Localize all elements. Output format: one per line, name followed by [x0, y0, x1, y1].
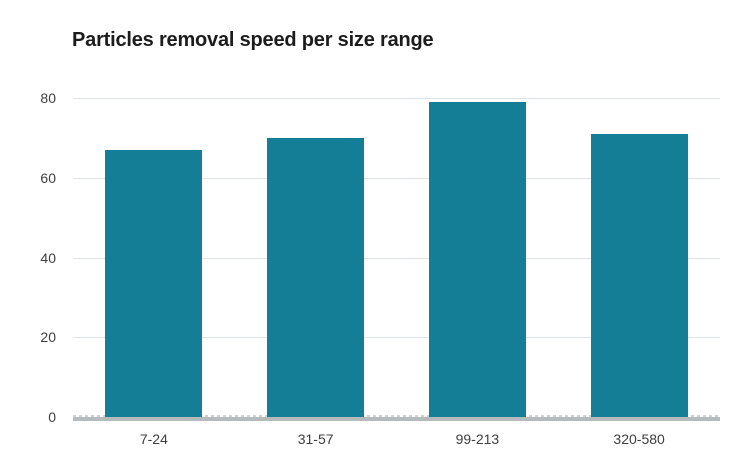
x-axis-tick-label: 99-213: [455, 431, 500, 447]
y-axis-tick-label: 80: [40, 90, 56, 106]
x-axis-tick-label: 31-57: [297, 431, 334, 447]
bar-320-580: [590, 133, 688, 417]
bar-31-57: [267, 137, 365, 417]
y-axis-tick-label: 40: [40, 249, 56, 266]
plot-area: 0 20 40 60 80 7-24 31-57 99-213 320-580: [40, 90, 720, 447]
x-axis-line: [73, 417, 720, 421]
zero-baseline-dashed: [73, 415, 720, 417]
y-axis-tick-label: 20: [40, 329, 56, 346]
y-axis-tick-label: 0: [48, 409, 56, 425]
x-axis-tick-label: 7-24: [139, 431, 168, 447]
bar-7-24: [105, 149, 203, 417]
gridline: [73, 98, 720, 99]
x-axis-tick-label: 320-580: [613, 431, 665, 447]
gridline: [73, 177, 720, 179]
y-axis-tick-label: 60: [40, 169, 56, 186]
gridline: [73, 337, 720, 339]
chart-title: Particles removal speed per size range: [72, 29, 434, 51]
gridline: [73, 257, 720, 259]
bar-99-213: [428, 102, 526, 417]
